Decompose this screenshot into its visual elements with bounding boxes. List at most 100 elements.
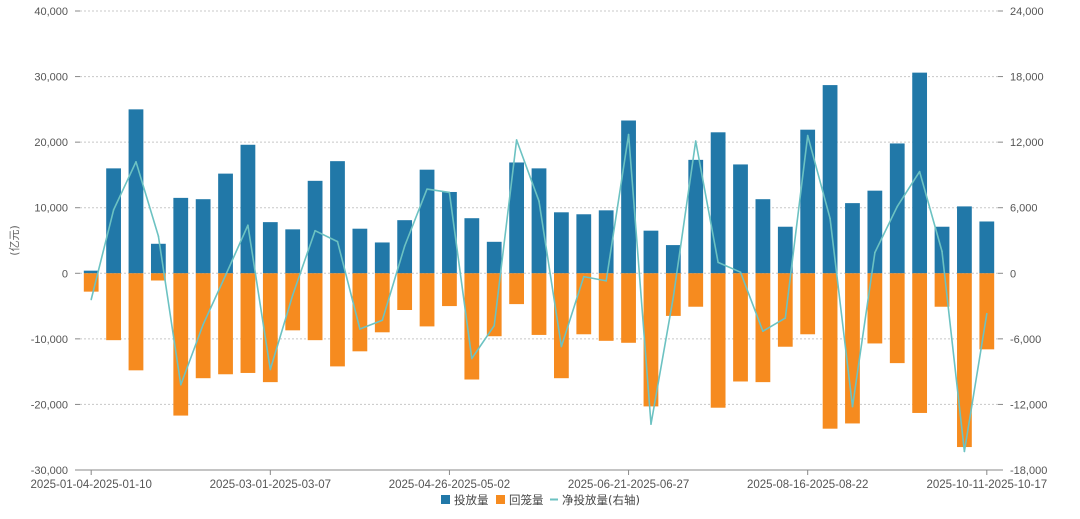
y-tick-label: 20,000 — [34, 137, 68, 149]
axes-layer: 40,000 24,000 30,000 18,000 20,000 12,000 10,0… — [8, 6, 1047, 491]
net-injection-point — [717, 261, 719, 264]
bars-layer — [83, 72, 995, 448]
withdrawal-bar — [218, 273, 233, 375]
injection-bar — [374, 242, 390, 274]
y2-tick-label: -18,000 — [1010, 465, 1047, 477]
withdrawal-bar — [285, 273, 301, 331]
injection-bar — [777, 226, 793, 274]
y-tick-label: -10,000 — [31, 334, 68, 346]
injection-bar — [643, 230, 659, 274]
withdrawal-bar — [621, 273, 636, 343]
net-injection-point — [381, 319, 384, 322]
net-injection-point — [515, 139, 518, 141]
net-injection-point — [403, 245, 406, 247]
y-tick-label: -20,000 — [31, 399, 68, 411]
withdrawal-bar — [173, 273, 189, 416]
injection-bar — [262, 222, 278, 274]
injection-bar — [352, 228, 368, 274]
withdrawal-bar — [822, 273, 838, 429]
injection-bar — [710, 132, 726, 274]
withdrawal-bar — [531, 273, 547, 335]
net-injection-point — [179, 383, 182, 386]
withdrawal-bar — [576, 273, 592, 335]
injection-bar — [979, 221, 995, 274]
injection-bar — [554, 212, 569, 274]
net-injection-point — [560, 345, 563, 348]
injection-bar — [733, 164, 748, 274]
legend-swatch-injection — [441, 495, 450, 504]
net-injection-point — [291, 294, 294, 296]
legend-label-withdrawal: 回笼量 — [509, 493, 544, 507]
injection-bar — [845, 203, 860, 274]
withdrawal-bar — [688, 273, 704, 307]
x-tick-label: 2025-04-26-2025-05-02 — [389, 479, 510, 491]
net-injection-point — [448, 191, 451, 194]
y2-tick-label: -12,000 — [1010, 399, 1047, 411]
injection-bar — [867, 190, 883, 274]
y2-tick-label: 0 — [1010, 268, 1016, 280]
injection-bar — [106, 168, 121, 274]
injection-bar — [285, 229, 301, 274]
withdrawal-bar — [374, 273, 390, 333]
withdrawal-bar — [106, 273, 121, 341]
y2-tick-label: 6,000 — [1010, 203, 1038, 215]
injection-bar — [218, 173, 233, 274]
y-tick-label: 0 — [62, 268, 68, 280]
withdrawal-bar — [397, 273, 413, 311]
withdrawal-bar — [710, 273, 726, 408]
net-injection-point — [739, 271, 742, 273]
withdrawal-bar — [643, 273, 659, 407]
injection-bar — [531, 168, 547, 274]
y2-tick-label: 24,000 — [1010, 6, 1044, 18]
injection-bar — [442, 191, 457, 274]
withdrawal-bar — [912, 273, 928, 413]
net-injection-point — [202, 323, 204, 326]
y-tick-label: 10,000 — [34, 203, 68, 215]
legend-label-injection: 投放量 — [454, 493, 489, 507]
net-injection-point — [247, 224, 249, 226]
injection-bar — [464, 218, 480, 274]
withdrawal-bar — [889, 273, 905, 364]
net-injection-point — [493, 324, 496, 327]
x-tick-label: 2025-08-16-2025-08-22 — [747, 479, 868, 491]
injection-bar — [688, 159, 704, 274]
x-tick-label: 2025-01-04-2025-01-10 — [30, 479, 151, 491]
injection-bar — [800, 129, 816, 274]
net-injection-point — [359, 328, 361, 330]
withdrawal-bar — [150, 273, 166, 281]
net-injection-point — [627, 133, 630, 136]
withdrawal-bar — [957, 273, 972, 448]
withdrawal-bar — [800, 273, 816, 335]
y2-tick-label: 18,000 — [1010, 72, 1044, 84]
net-injection-point — [918, 170, 921, 173]
injection-bar — [83, 270, 99, 274]
withdrawal-bar — [554, 273, 569, 379]
net-injection-point — [762, 330, 764, 333]
net-injection-point — [650, 423, 652, 425]
net-injection-point — [896, 205, 899, 208]
net-injection-point — [874, 251, 876, 254]
withdrawal-bar — [330, 273, 345, 367]
withdrawal-bar — [733, 273, 748, 382]
withdrawal-bar — [128, 273, 144, 371]
injection-bar — [822, 85, 838, 274]
injection-bar — [307, 180, 323, 274]
net-injection-point — [224, 274, 227, 277]
injection-bar — [889, 143, 905, 274]
net-injection-point — [336, 240, 339, 243]
net-injection-point — [112, 209, 115, 211]
net-injection-point — [314, 229, 316, 232]
net-injection-point — [672, 296, 675, 299]
net-line-layer — [90, 133, 988, 453]
net-injection-point — [135, 161, 137, 163]
injection-bar — [240, 144, 256, 274]
legend-label-net: 净投放量(右轴) — [562, 493, 640, 507]
injection-bar — [173, 197, 189, 274]
withdrawal-bar — [598, 273, 614, 341]
injection-bar — [128, 109, 144, 274]
net-injection-point — [426, 188, 428, 190]
legend: 投放量 回笼量 净投放量(右轴) — [441, 493, 640, 507]
net-injection-point — [941, 250, 943, 253]
net-injection-point — [582, 275, 585, 278]
